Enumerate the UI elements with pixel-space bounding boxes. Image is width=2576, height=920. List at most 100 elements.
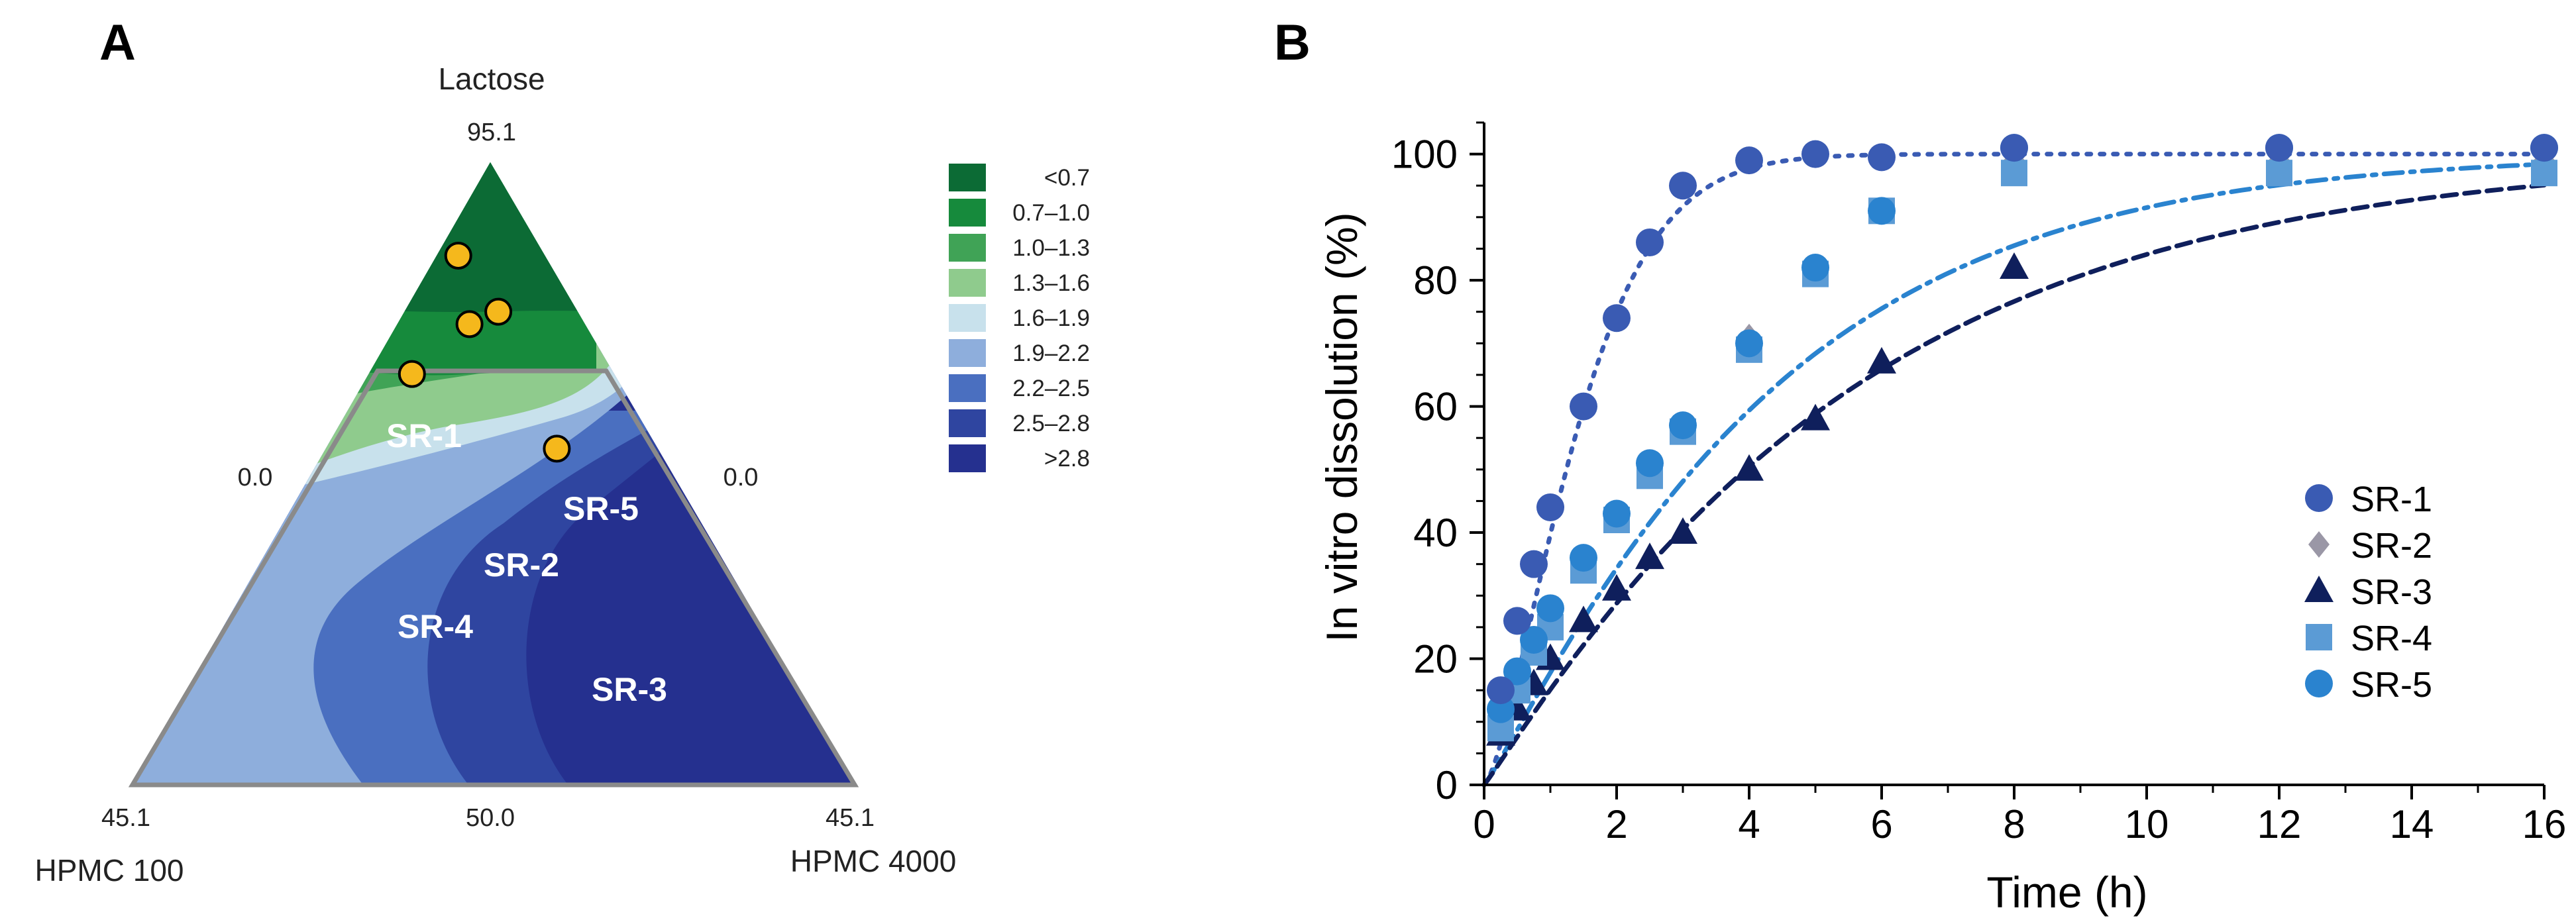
y-tick-label: 80 [1413,258,1458,303]
y-tick-label: 40 [1413,511,1458,555]
x-tick-label: 6 [1870,802,1892,846]
formulation-point-sr-5 [484,297,513,326]
data-point-sr-1 [1520,550,1548,578]
contour-legend-swatch [949,409,986,437]
formulation-points [398,242,571,463]
panel-label-b: B [1274,15,1311,71]
data-point-sr-5 [1868,197,1896,225]
data-point-sr-5 [1636,449,1664,478]
data-point-sr-1 [1487,676,1515,705]
panel-label-a: A [99,15,136,71]
contour-legend-swatch [949,234,986,262]
point-label-sr2: SR-2 [484,546,559,584]
contour-legend: <0.7 0.7–1.0 1.0–1.3 1.3–1.6 1.6–1.9 1.9–2.2 2… [949,164,1090,472]
legend-marker-sr-4 [2306,624,2332,650]
contour-legend-swatch [949,304,986,332]
y-tick-label: 0 [1436,763,1458,807]
data-point-sr-3 [1867,346,1896,374]
x-tick-label: 4 [1738,802,1760,846]
contour-legend-label: 1.0–1.3 [1012,235,1090,261]
data-point-sr-3 [1635,542,1664,570]
vertex-label-lactose: Lactose [438,62,545,96]
axis-ticks: 0 2 4 6 8 10 12 14 16 0 20 40 60 80 100 [1391,121,2567,846]
dissolution-chart: 0 2 4 6 8 10 12 14 16 0 20 40 60 80 100 Time (h) In vi… [1317,121,2567,917]
contour-legend-swatch [949,374,986,402]
legend-label-sr-3: SR-3 [2351,572,2432,612]
data-point-sr-1 [1735,146,1763,175]
legend-marker-sr-3 [2304,576,2334,602]
data-point-sr-5 [1520,625,1548,654]
point-label-sr5: SR-5 [563,490,639,527]
x-tick-label: 10 [2125,802,2169,846]
data-point-sr-3 [1735,454,1764,481]
formulation-point-sr-3 [543,434,571,463]
data-point-sr-3 [1801,403,1830,431]
data-point-sr-1 [1801,140,1829,168]
contour-legend-swatch [949,444,986,472]
data-point-sr-5 [1503,657,1531,686]
data-point-sr-5 [1570,544,1597,572]
data-point-sr-1 [1669,172,1697,200]
data-point-sr-3 [1569,605,1598,633]
legend-marker-sr-5 [2305,670,2333,697]
x-tick-label: 0 [1473,802,1495,846]
vertex-value-lactose: 95.1 [467,119,516,146]
formulation-point-sr-1 [444,242,472,270]
data-point-sr-1 [1603,304,1631,332]
fit-curve-sr-5 [1481,162,2547,788]
data-point-sr-3 [2000,252,2029,280]
legend-label-sr-5: SR-5 [2351,665,2432,705]
data-point-sr-5 [1669,411,1697,440]
region-lt-0.7 [133,162,636,313]
mid-bottom-value: 50.0 [466,804,515,832]
x-tick-label: 8 [2003,802,2025,846]
contour-legend-swatch [949,164,986,191]
data-point-sr-1 [2530,134,2558,162]
contour-legend-label: 1.9–2.2 [1012,340,1090,366]
legend-marker-sr-2 [2308,531,2330,558]
contour-legend-swatch [949,269,986,297]
formulation-point-sr-4 [398,360,426,388]
data-points [1486,134,2558,746]
x-tick-label: 14 [2390,802,2434,846]
design-space-border [128,368,859,788]
data-point-sr-5 [1536,594,1564,623]
data-point-sr-5 [1735,329,1763,358]
data-point-sr-4 [2531,160,2557,187]
contour-legend-swatch [949,339,986,367]
y-tick-label: 20 [1413,637,1458,682]
data-point-sr-5 [1603,499,1631,528]
point-label-sr3: SR-3 [592,671,667,708]
right-bottom-value: 45.1 [826,804,875,832]
x-tick-label: 12 [2257,802,2302,846]
contour-legend-label: 1.3–1.6 [1012,270,1090,296]
point-label-sr1: SR-1 [386,417,462,454]
right-edge-value: 0.0 [724,464,759,491]
data-point-sr-4 [2001,160,2027,187]
contour-regions [133,162,855,785]
data-point-sr-1 [1536,493,1564,521]
contour-legend-swatch [949,199,986,227]
y-tick-label: 100 [1391,132,1458,177]
data-point-sr-1 [1868,143,1896,172]
ternary-plot: SR-1 SR-5 SR-2 SR-4 SR-3 Lactose 95.1 0.… [35,62,957,888]
x-axis-title: Time (h) [1986,868,2147,917]
contour-legend-label: 0.7–1.0 [1012,200,1090,226]
vertex-label-hpmc4000: HPMC 4000 [790,844,957,878]
data-point-sr-3 [1668,517,1697,544]
data-point-sr-1 [2265,134,2293,162]
legend-marker-sr-1 [2305,484,2333,512]
y-axis-title: In vitro dissolution (%) [1317,212,1366,642]
y-tick-label: 60 [1413,385,1458,429]
data-point-sr-1 [1636,228,1664,256]
left-edge-value: 0.0 [238,464,273,491]
data-point-sr-1 [1503,607,1531,635]
formulation-point-sr-2 [455,310,484,338]
x-tick-label: 16 [2522,802,2567,846]
contour-legend-label: 2.2–2.5 [1012,376,1090,401]
data-point-sr-1 [1570,392,1597,421]
data-point-sr-1 [2000,134,2028,162]
data-point-sr-5 [1801,254,1829,282]
